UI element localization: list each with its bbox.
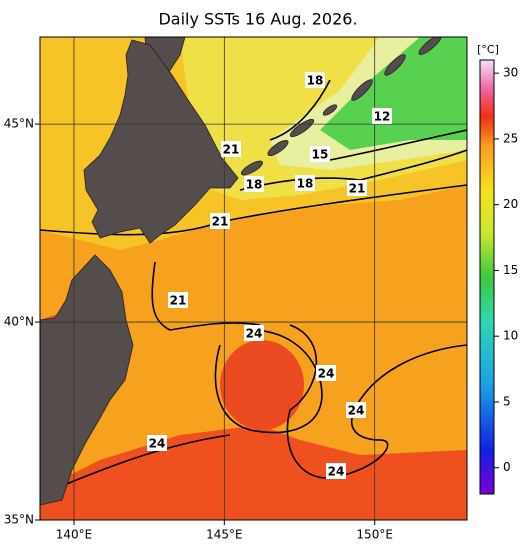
- sea-cold-area: [320, 37, 467, 150]
- contour-label: 21: [349, 182, 366, 196]
- y-tick-label: 40°N: [4, 315, 34, 329]
- colorbar-tick-label: 5: [503, 394, 511, 408]
- contour-label-box: [347, 180, 367, 196]
- contour-label: 21: [212, 215, 229, 229]
- warm-eddy: [220, 340, 304, 430]
- contour-label: 24: [246, 327, 263, 341]
- map-title: Daily SSTs 16 Aug. 2026.: [158, 10, 357, 29]
- contour-label-box: [210, 213, 230, 229]
- contour-label: 15: [312, 148, 329, 162]
- contour-label-box: [372, 108, 392, 124]
- contour-label: 24: [149, 437, 166, 451]
- grid: [40, 37, 467, 520]
- contour-label-box: [147, 435, 167, 451]
- contour-label-box: [326, 463, 346, 479]
- x-tick-label: 150°E: [356, 528, 393, 542]
- contour-label-box: [295, 175, 315, 191]
- contour-label: 24: [318, 367, 335, 381]
- contour-labels: 18 12 21 15 18 18 21 21 21 24 24 24 24 24: [147, 72, 392, 479]
- y-tick-label: 35°N: [4, 513, 34, 527]
- contour-label: 24: [348, 404, 365, 418]
- colorbar-tick-label: 10: [503, 329, 518, 343]
- contour-label: 18: [246, 178, 263, 192]
- contour-label-box: [221, 141, 241, 157]
- x-tick-label: 140°E: [56, 528, 93, 542]
- colorbar-tick-label: 30: [503, 66, 518, 80]
- contour-label: 21: [223, 143, 240, 157]
- colorbar-tick-label: 20: [503, 197, 518, 211]
- colorbar-tick-label: 25: [503, 131, 518, 145]
- land: [40, 37, 442, 506]
- map-frame: [39, 36, 468, 521]
- contour-label-box: [244, 176, 264, 192]
- contour-label-box: [244, 325, 264, 341]
- contour-label-box: [168, 292, 188, 308]
- contour-label-box: [305, 72, 325, 88]
- contour-label: 21: [170, 294, 187, 308]
- contour-label: 12: [374, 110, 391, 124]
- contour-label: 18: [307, 74, 324, 88]
- contour-label: 24: [328, 465, 345, 479]
- colorbar: [479, 59, 495, 495]
- contour-label-box: [310, 146, 330, 162]
- colorbar-unit: [°C]: [477, 43, 499, 56]
- x-tick-label: 145°E: [206, 528, 243, 542]
- sea-south-warm: [40, 425, 467, 520]
- colorbar-tick-label: 15: [503, 263, 518, 277]
- colorbar-tick-label: 0: [503, 460, 511, 474]
- map-area: 18 12 21 15 18 18 21 21 21 24 24 24 24 24: [40, 37, 467, 520]
- contour-label: 18: [297, 177, 314, 191]
- y-tick-label: 45°N: [4, 117, 34, 131]
- contour-label-box: [316, 365, 336, 381]
- contour-label-box: [346, 402, 366, 418]
